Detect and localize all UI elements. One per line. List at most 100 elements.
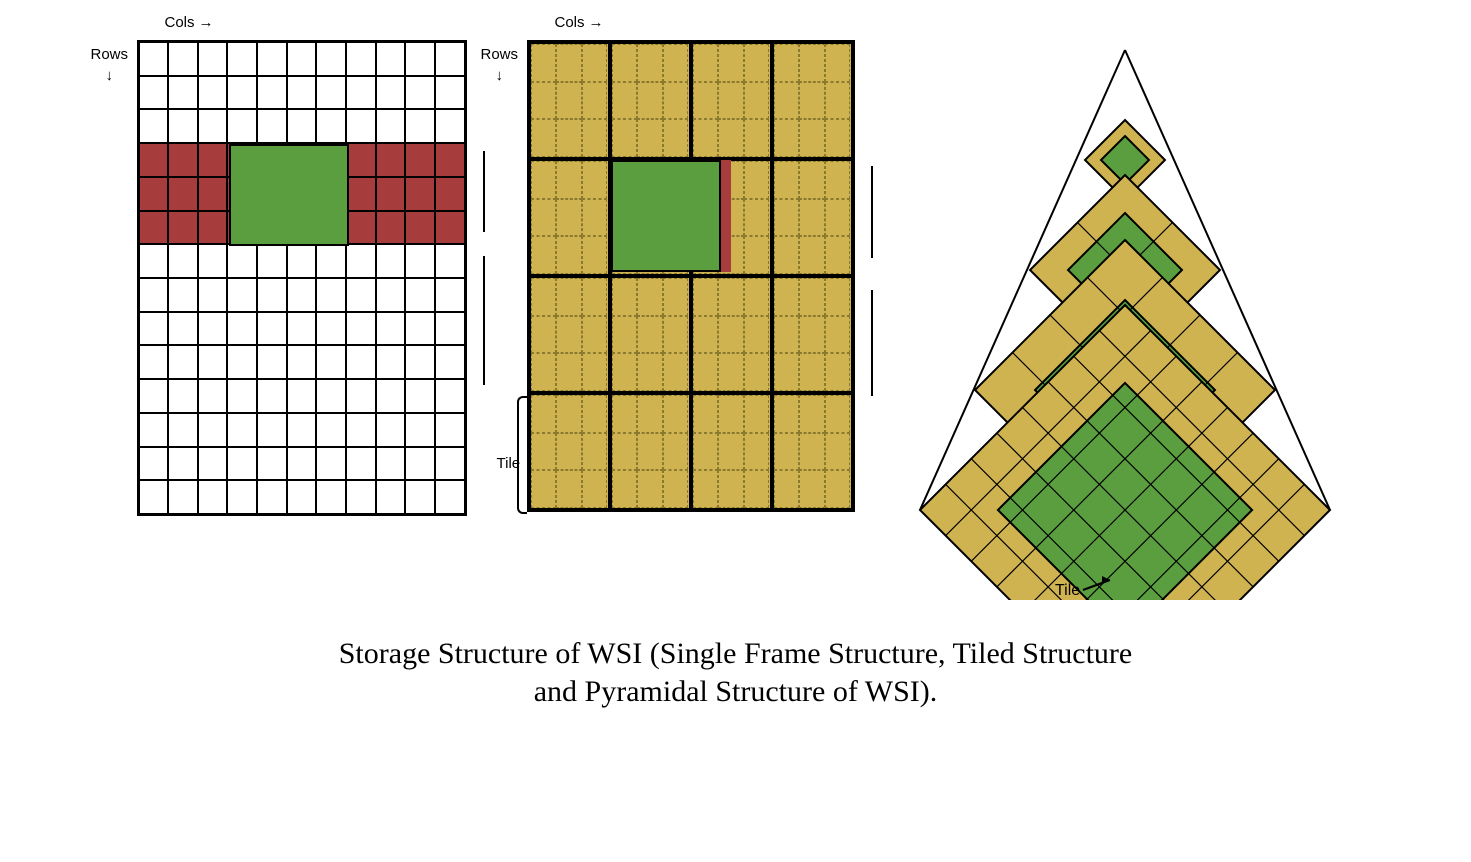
grid-cell — [405, 312, 435, 346]
sub-cell — [825, 470, 851, 508]
grid-cell — [346, 109, 376, 143]
sub-cell — [637, 316, 663, 354]
sub-cell — [693, 395, 719, 433]
sub-cell — [556, 236, 582, 274]
grid-cell — [435, 480, 465, 514]
grid-cell — [435, 143, 465, 177]
sub-cell — [637, 470, 663, 508]
cols-text: Cols — [165, 14, 195, 31]
grid-cell — [376, 312, 406, 346]
tile-cell — [610, 276, 691, 393]
grid-cell — [435, 42, 465, 76]
grid-cell — [287, 278, 317, 312]
sub-cell — [582, 236, 608, 274]
grid-cell — [405, 379, 435, 413]
sub-cell — [637, 119, 663, 157]
grid-cell — [227, 109, 257, 143]
sub-cell — [531, 353, 557, 391]
sub-cell — [718, 395, 744, 433]
sub-cell — [693, 44, 719, 82]
sub-cell — [582, 278, 608, 316]
sub-cell — [582, 82, 608, 120]
grid-cell — [257, 480, 287, 514]
sub-cell — [693, 353, 719, 391]
caption-line1: Storage Structure of WSI (Single Frame S… — [339, 637, 1133, 670]
sub-cell — [556, 161, 582, 199]
grid-cell — [376, 413, 406, 447]
grid-cell — [346, 76, 376, 110]
grid-cell — [287, 42, 317, 76]
sub-cell — [582, 119, 608, 157]
grid-cell — [435, 345, 465, 379]
sub-cell — [718, 470, 744, 508]
grid-cell — [405, 109, 435, 143]
grid-cell — [198, 278, 228, 312]
tile-cell — [529, 42, 610, 159]
tile-cell — [691, 393, 772, 510]
sub-cell — [612, 470, 638, 508]
grid-cell — [198, 76, 228, 110]
sub-cell — [556, 278, 582, 316]
sub-cell — [799, 395, 825, 433]
tile-cell — [772, 393, 853, 510]
sub-cell — [637, 278, 663, 316]
caption-line2: and Pyramidal Structure of WSI). — [534, 675, 938, 708]
arrow-right-icon — [199, 14, 214, 31]
sub-cell — [612, 82, 638, 120]
sub-cell — [663, 119, 689, 157]
grid-cell — [168, 244, 198, 278]
sub-cell — [582, 470, 608, 508]
sub-cell — [774, 236, 800, 274]
grid-cell — [287, 76, 317, 110]
sub-cell — [744, 470, 770, 508]
grid-cell — [376, 42, 406, 76]
sub-cell — [637, 433, 663, 471]
sub-cell — [582, 199, 608, 237]
grid-cell — [168, 76, 198, 110]
sub-cell — [799, 82, 825, 120]
grid-cell — [346, 244, 376, 278]
rows-text-2: Rows — [481, 46, 519, 63]
grid-cell — [198, 211, 228, 245]
grid-cell — [376, 379, 406, 413]
grid-cell — [405, 480, 435, 514]
sub-cell — [637, 82, 663, 120]
sub-cell — [825, 395, 851, 433]
grid-cell — [435, 379, 465, 413]
grid-cell — [316, 109, 346, 143]
grid-cell — [405, 177, 435, 211]
grid-cell — [139, 480, 169, 514]
grid-cell — [346, 177, 376, 211]
selected-region — [229, 144, 349, 246]
grid-cell — [435, 278, 465, 312]
grid-cell — [287, 447, 317, 481]
sub-cell — [531, 119, 557, 157]
grid-cell — [316, 42, 346, 76]
sub-cell — [663, 278, 689, 316]
sub-cell — [582, 395, 608, 433]
grid-cell — [435, 244, 465, 278]
grid-cell — [435, 312, 465, 346]
grid-cell — [168, 143, 198, 177]
grid-cell — [376, 447, 406, 481]
grid-cell — [227, 278, 257, 312]
grid-cell — [405, 345, 435, 379]
grid-cell — [139, 42, 169, 76]
sub-cell — [556, 44, 582, 82]
sub-cell — [693, 433, 719, 471]
grid-cell — [257, 278, 287, 312]
grid-cell — [346, 447, 376, 481]
sub-cell — [663, 470, 689, 508]
sub-cell — [556, 395, 582, 433]
sub-cell — [825, 161, 851, 199]
grid-cell — [168, 447, 198, 481]
sub-cell — [663, 44, 689, 82]
sub-cell — [744, 316, 770, 354]
sub-cell — [825, 119, 851, 157]
sub-cell — [531, 433, 557, 471]
sub-cell — [663, 353, 689, 391]
sub-cell — [582, 316, 608, 354]
pyramid-svg: Tile — [915, 40, 1335, 600]
tile-brace — [517, 396, 527, 514]
sub-cell — [774, 316, 800, 354]
